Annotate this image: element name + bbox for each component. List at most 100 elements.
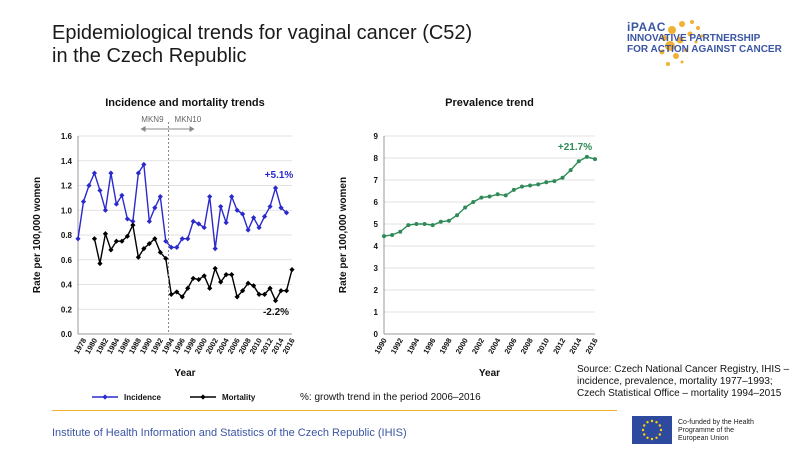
chart-0-series-mortality-point xyxy=(261,291,268,297)
chart-0-series-incidence-point xyxy=(272,185,279,191)
chart-1-xtick: 1996 xyxy=(421,337,437,356)
legend-mortality-label: Mortality xyxy=(222,393,256,402)
chart-1-xtick: 2008 xyxy=(519,337,535,356)
source-note: Source: Czech National Cancer Registry, … xyxy=(577,364,790,399)
chart-1-series-0-point xyxy=(576,159,581,164)
chart-0-ytick: 1.4 xyxy=(61,157,73,166)
logo-line-2: FOR ACTION AGAINST CANCER xyxy=(627,44,782,55)
chart-1-xtick: 1992 xyxy=(389,337,405,356)
chart-0-series-incidence-point xyxy=(250,215,257,221)
chart-0-series-incidence-point xyxy=(218,203,224,210)
chart-1-series-0-point xyxy=(438,219,443,224)
chart-0-ytick: 1.2 xyxy=(61,182,73,191)
chart-0-series-mortality-point xyxy=(146,241,152,247)
chart-0-series-mortality-point xyxy=(283,288,290,294)
chart-0-series-mortality-point xyxy=(272,297,279,304)
chart-1-series-0-point xyxy=(479,195,484,200)
chart-1-series-0-point xyxy=(406,223,411,228)
chart-0-series-mortality-point xyxy=(212,265,218,272)
chart-0-series-mortality-point xyxy=(278,288,284,294)
chart-1-ytick: 4 xyxy=(374,242,379,251)
chart-1-series-0-trend-label: +21.7% xyxy=(558,142,592,153)
chart-0-series-incidence-point xyxy=(130,218,136,224)
chart-0-series-mortality-line xyxy=(93,222,293,303)
chart-0-series-mortality-point xyxy=(152,236,158,242)
chart-1-ytick: 2 xyxy=(374,286,379,295)
chart-0-mkn-arrow-right xyxy=(189,126,195,132)
chart-1-series-0-point xyxy=(552,179,557,184)
chart-0-series-incidence-point xyxy=(240,211,246,217)
chart-0-series-mortality-point xyxy=(218,279,224,285)
chart-0-series-mortality-point xyxy=(135,254,141,260)
chart-1-series-0-point xyxy=(560,175,565,180)
chart-1-xtick: 2002 xyxy=(470,337,486,356)
chart-0-series-mortality-point xyxy=(245,280,251,286)
chart-0-xlabel: Year xyxy=(174,368,195,379)
footer-institute: Institute of Health Information and Stat… xyxy=(52,427,407,439)
chart-0-series-mortality-point xyxy=(229,272,235,278)
chart-1-series-0-point xyxy=(398,229,403,234)
chart-0-series-incidence-point xyxy=(113,201,120,207)
chart-0-series-mortality-point xyxy=(207,285,213,291)
chart-0-series-incidence-point xyxy=(267,203,273,210)
chart-1-series-0-point xyxy=(422,222,427,226)
chart-0-title: Incidence and mortality trends xyxy=(105,97,265,109)
chart-0-series-incidence-point xyxy=(168,244,174,250)
chart-0-series-incidence-point xyxy=(86,182,92,189)
chart-1-ytick: 3 xyxy=(374,264,379,273)
chart-0-series-mortality-point xyxy=(240,288,246,294)
chart-0-series-mortality-point xyxy=(256,291,262,297)
chart-1-xtick: 1990 xyxy=(373,337,389,356)
chart-0-series-mortality-point xyxy=(289,267,295,273)
chart-0-series-mortality-point xyxy=(124,233,130,239)
chart-1-series-0-point xyxy=(446,218,451,223)
chart-1-series-0-point xyxy=(568,168,573,173)
chart-0-ytick: 0.6 xyxy=(61,256,73,265)
chart-0-mkn10-label: MKN10 xyxy=(175,115,202,124)
chart-1-xtick: 2000 xyxy=(454,337,470,356)
chart-0-series-incidence-point xyxy=(196,221,202,227)
legend-incidence-marker xyxy=(102,394,108,400)
chart-0-ytick: 0.4 xyxy=(61,281,73,290)
chart-1-xtick: 2010 xyxy=(535,337,551,356)
chart-0-series-incidence-point xyxy=(185,236,191,242)
chart-0-mkn-arrow-left xyxy=(140,126,146,132)
chart-0-mkn9-label: MKN9 xyxy=(141,115,164,124)
chart-1-series-0-point xyxy=(511,187,516,192)
chart-0-series-incidence-point xyxy=(108,170,114,176)
chart-0-series-incidence-point xyxy=(278,205,284,211)
title-line-1: Epidemiological trends for vaginal cance… xyxy=(52,22,473,44)
chart-0-series-incidence-point xyxy=(102,207,109,213)
chart-0-series-incidence-point xyxy=(223,220,229,226)
chart-0-series-incidence-line xyxy=(77,162,287,249)
chart-1-xtick: 2014 xyxy=(567,336,584,356)
chart-0-series-incidence-point xyxy=(135,170,141,176)
charts-canvas: Incidence and mortality trends 0.0 0.2 0.4 0… xyxy=(32,97,600,403)
chart-0-series-incidence-point xyxy=(201,224,207,231)
legend-mortality-marker xyxy=(200,394,206,400)
eu-flag-icon xyxy=(632,416,672,444)
chart-1-xtick: 2016 xyxy=(584,337,600,356)
chart-0-series-incidence-point xyxy=(190,218,196,224)
chart-0-series-mortality-point xyxy=(267,285,273,291)
chart-0-series-incidence-point xyxy=(141,161,147,168)
ipaac-logo: iPAAC INNOVATIVE PARTNERSHIP FOR ACTION … xyxy=(627,21,782,55)
chart-0-series-mortality-point xyxy=(119,238,125,244)
chart-1-series-0-point xyxy=(455,213,460,218)
chart-0-series-incidence-point xyxy=(174,244,180,250)
ipaac-logo-dots xyxy=(659,20,704,66)
page-title: Epidemiological trends for vaginal cance… xyxy=(52,22,472,68)
chart-0-series-incidence-point xyxy=(157,194,163,200)
chart-0-series-mortality-point xyxy=(157,249,163,255)
chart-0-series-mortality-point xyxy=(201,273,207,279)
chart-1-title: Prevalence trend xyxy=(445,97,534,109)
chart-0-series-incidence-point xyxy=(124,216,130,222)
chart-1-ytick: 6 xyxy=(374,198,379,207)
eu-text: Co-funded by the Health Programme of the… xyxy=(678,419,754,442)
chart-0-series-mortality-point xyxy=(168,291,174,297)
chart-1-series-0-point xyxy=(390,233,395,237)
chart-0-series-incidence-point xyxy=(207,194,213,200)
legend-incidence-label: Incidence xyxy=(124,393,161,402)
chart-0-ytick: 0.2 xyxy=(61,305,73,314)
chart-1-ytick: 8 xyxy=(374,154,379,163)
